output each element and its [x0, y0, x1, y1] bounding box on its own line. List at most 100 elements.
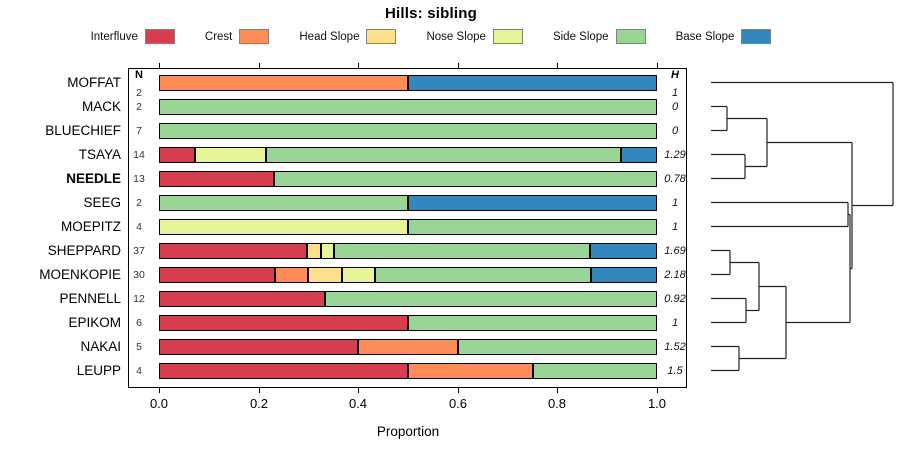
row-label: NAKAI [80, 339, 121, 354]
bar-segment-base-slope [408, 195, 657, 211]
row-label: MOFFAT [67, 75, 121, 90]
legend-swatch [239, 29, 270, 44]
bar-segment-interfluve [159, 171, 274, 187]
bar-segment-side-slope [159, 123, 657, 139]
axis-tick [159, 388, 160, 393]
axis-tick [557, 388, 558, 393]
bar-segment-nose-slope [342, 267, 375, 283]
bar-segment-head-slope [308, 267, 342, 283]
x-axis-label: Proportion [376, 424, 440, 439]
n-value: 2 [136, 87, 142, 99]
h-value: 0 [671, 100, 679, 113]
row-label: MOENKOPIE [39, 267, 121, 282]
axis-tick-label: 0.0 [149, 396, 169, 411]
legend-label: Interfluve [90, 30, 138, 43]
bar-segment-side-slope [274, 171, 657, 187]
n-value: 5 [136, 340, 142, 353]
bar-segment-interfluve [159, 315, 408, 331]
h-value: 1.5 [667, 364, 683, 377]
legend-item: Head Slope [299, 29, 397, 44]
n-value: 4 [136, 364, 142, 377]
h-value: 1 [671, 316, 679, 329]
bar-segment-interfluve [159, 291, 325, 307]
axis-tick [358, 63, 359, 68]
axis-tick-label: 1.0 [647, 396, 667, 411]
row-label: PENNELL [59, 291, 121, 306]
n-value: 4 [136, 220, 142, 233]
row-label: TSAYA [78, 147, 121, 162]
row-label: MOEPITZ [61, 219, 121, 234]
axis-tick-label: 0.6 [448, 396, 468, 411]
legend-swatch [144, 29, 175, 44]
bar-segment-base-slope [408, 75, 657, 91]
bar-segment-crest [275, 267, 308, 283]
bar-segment-side-slope [266, 147, 621, 163]
legend-swatch [741, 29, 772, 44]
legend-label: Base Slope [675, 30, 735, 43]
bar-segment-crest [408, 363, 533, 379]
axis-tick [458, 63, 459, 68]
bar-segment-nose-slope [195, 147, 266, 163]
n-value: 7 [136, 124, 142, 137]
h-value: 1.29 [664, 148, 686, 161]
plot-area-border [128, 68, 687, 388]
h-column-header: H [671, 69, 679, 81]
legend-item: Base Slope [676, 29, 772, 44]
n-value: 12 [133, 292, 145, 305]
legend-item: Crest [204, 29, 270, 44]
axis-tick [259, 388, 260, 393]
bar-segment-nose-slope [321, 243, 334, 259]
legend-label: Nose Slope [426, 30, 486, 43]
row-label: MACK [81, 99, 121, 114]
bar-segment-base-slope [591, 267, 657, 283]
h-value: 1 [671, 87, 679, 99]
bar-segment-crest [358, 339, 458, 355]
legend-label: Crest [204, 30, 233, 43]
bar-segment-nose-slope [159, 219, 408, 235]
axis-tick [557, 63, 558, 68]
n-value: 37 [133, 244, 145, 257]
bar-segment-interfluve [159, 339, 358, 355]
axis-tick [159, 63, 160, 68]
h-value: 0.78 [664, 172, 686, 185]
axis-tick-label: 0.4 [348, 396, 368, 411]
bar-segment-side-slope [375, 267, 591, 283]
h-value: 2.18 [664, 268, 686, 281]
n-value: 14 [133, 148, 145, 161]
bar-segment-head-slope [307, 243, 321, 259]
legend-label: Side Slope [552, 30, 609, 43]
legend-item: Side Slope [553, 29, 646, 44]
bar-segment-side-slope [458, 339, 657, 355]
h-value: 0.92 [664, 292, 686, 305]
h-value: 1 [671, 220, 679, 233]
legend-label: Head Slope [299, 30, 360, 43]
legend-swatch [366, 29, 397, 44]
h-value: 1 [671, 196, 679, 209]
n-column-header: N [135, 69, 143, 81]
bar-segment-side-slope [159, 195, 408, 211]
bar-segment-side-slope [159, 99, 657, 115]
row-label: SHEPPARD [47, 243, 121, 258]
axis-tick [259, 63, 260, 68]
row-label: LEUPP [76, 363, 121, 378]
bar-segment-interfluve [159, 363, 408, 379]
legend-item: Interfluve [91, 29, 175, 44]
row-label: NEEDLE [66, 171, 121, 186]
bar-segment-interfluve [159, 243, 307, 259]
bar-segment-side-slope [533, 363, 657, 379]
axis-tick [358, 388, 359, 393]
bar-segment-side-slope [408, 219, 657, 235]
legend: Interfluve Crest Head Slope Nose Slope Side … [0, 29, 862, 44]
n-value: 2 [136, 196, 142, 209]
chart-title: Hills: sibling [385, 5, 477, 22]
bar-segment-side-slope [334, 243, 590, 259]
row-label: BLUECHIEF [45, 123, 121, 138]
bar-segment-base-slope [621, 147, 657, 163]
n-value: 6 [136, 316, 142, 329]
row-label: EPIKOM [68, 315, 121, 330]
h-value: 1.52 [664, 340, 686, 353]
bar-segment-side-slope [325, 291, 657, 307]
bar-segment-crest [159, 75, 408, 91]
n-value: 2 [136, 100, 142, 113]
